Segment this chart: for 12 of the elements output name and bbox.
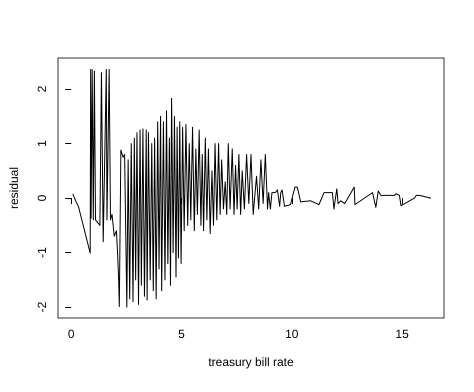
x-tick-label: 15 [395,327,410,341]
y-tick-label: 1 [35,140,49,147]
y-tick-label: 2 [35,85,49,92]
x-tick-label: 0 [68,327,75,341]
y-axis-title: residual [7,166,21,210]
y-tick-label: -2 [35,301,49,312]
y-tick-label: 0 [35,194,49,202]
line-series [72,68,432,308]
x-tick-label: 10 [285,327,299,341]
x-axis-title: treasury bill rate [208,355,294,369]
x-tick-label: 5 [178,327,186,341]
y-tick-label: -1 [35,246,49,258]
